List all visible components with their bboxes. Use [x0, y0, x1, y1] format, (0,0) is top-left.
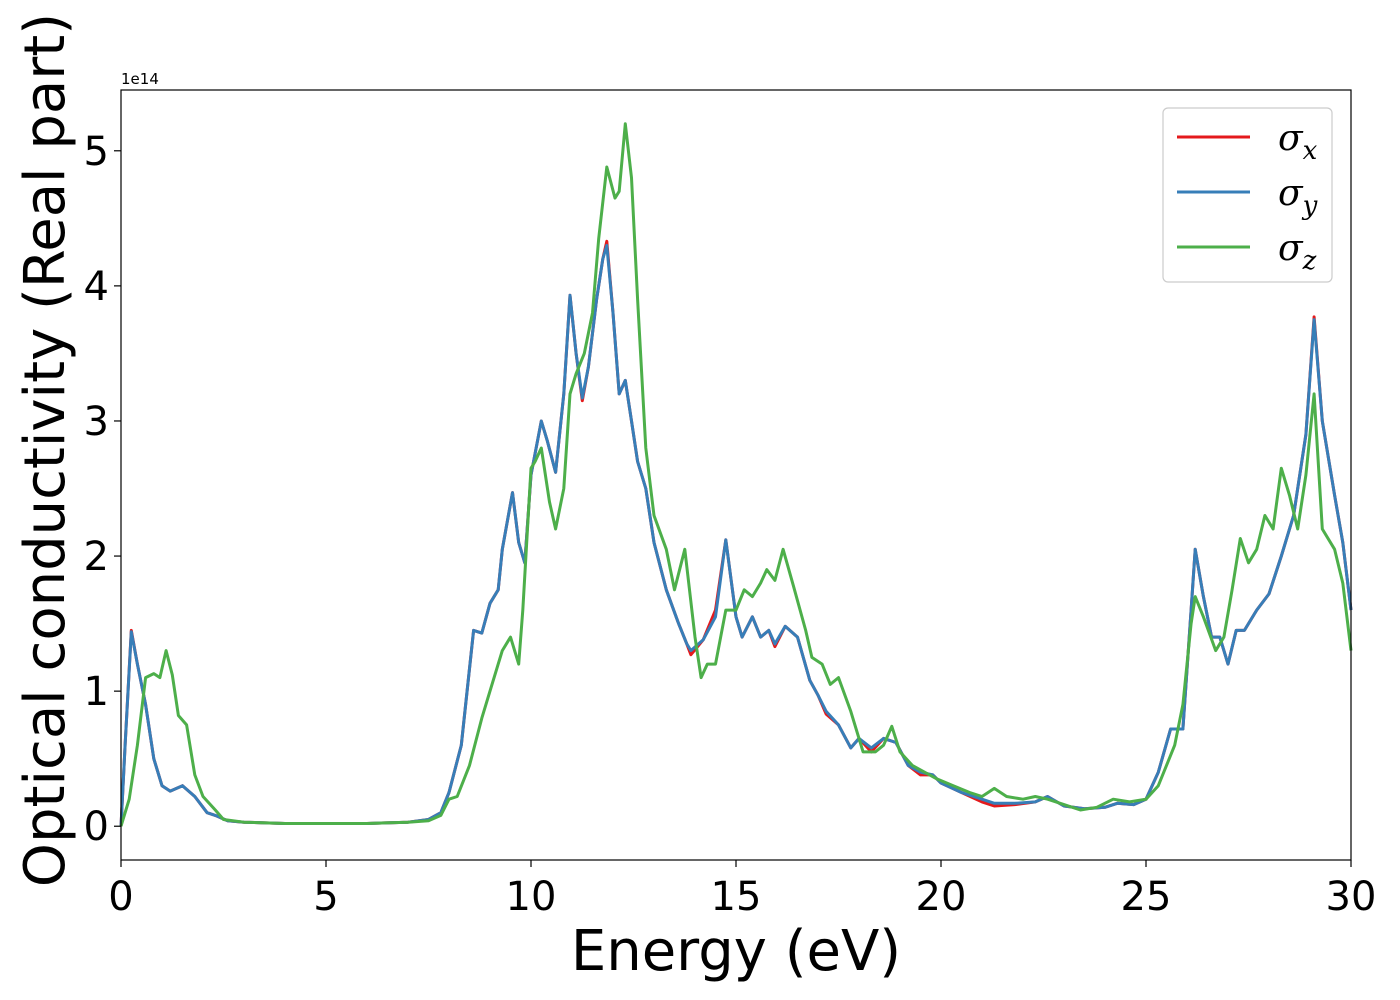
y-axis-title: Optical conductivity (Real part): [13, 13, 78, 887]
x-tick-label: 20: [916, 874, 967, 920]
legend-label-z: σz: [1278, 228, 1317, 276]
x-tick-label: 30: [1326, 874, 1377, 920]
x-tick-label: 0: [108, 874, 133, 920]
series-layer: [119, 122, 1353, 827]
legend-label-y: σy: [1278, 173, 1318, 221]
y-tick-label: 1: [84, 669, 109, 715]
x-axis-title: Energy (eV): [571, 919, 901, 984]
x-tick-label: 10: [506, 874, 557, 920]
x-tick-label: 15: [711, 874, 762, 920]
y-tick-label: 2: [84, 534, 109, 580]
x-axis: 0 5 10 15 20 25 30: [108, 860, 1376, 920]
y-axis: 0 1 2 3 4 5: [84, 129, 121, 850]
y-axis-offset-label: 1e14: [121, 70, 159, 88]
y-tick-label: 4: [84, 264, 109, 310]
y-tick-label: 3: [84, 399, 109, 445]
legend-frame: [1162, 107, 1333, 283]
y-tick-label: 5: [84, 129, 109, 175]
legend-label-x: σx: [1278, 118, 1318, 166]
x-tick-label: 5: [313, 874, 338, 920]
legend: σx σy σz: [1162, 107, 1333, 283]
y-tick-label: 0: [84, 804, 109, 850]
series-line-z: [119, 122, 1353, 827]
x-tick-label: 25: [1121, 874, 1172, 920]
